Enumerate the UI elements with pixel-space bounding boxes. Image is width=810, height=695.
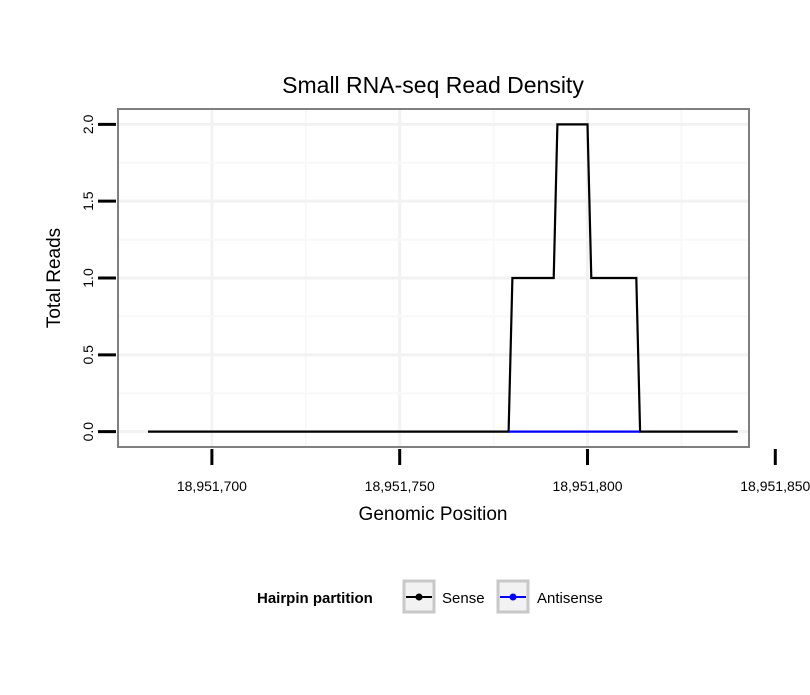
legend-label-antisense: Antisense (537, 590, 603, 607)
plot-panel-border (117, 108, 750, 448)
x-tick-label: 18,951,750 (365, 478, 435, 494)
y-tick-label: 0.5 (80, 345, 96, 365)
x-tick-label: 18,951,850 (740, 478, 810, 494)
legend-title: Hairpin partition (257, 590, 373, 607)
series-line-sense (148, 123, 738, 433)
legend-item-sense[interactable]: Sense (402, 579, 485, 614)
grid-lines (117, 109, 749, 447)
series-layer (148, 123, 738, 433)
x-tick-label: 18,951,700 (177, 478, 247, 494)
y-tick-label: 1.5 (80, 191, 96, 211)
chart-title: Small RNA-seq Read Density (282, 72, 584, 98)
x-tick-label: 18,951,800 (552, 478, 622, 494)
legend-point-antisense (509, 593, 517, 601)
x-axis-title: Genomic Position (359, 504, 508, 525)
y-tick-label: 0.0 (80, 422, 96, 442)
y-axis: 0.0 0.5 1.0 1.5 2.0 (80, 114, 116, 441)
legend-item-antisense[interactable]: Antisense (496, 579, 603, 614)
legend-label-sense: Sense (442, 590, 485, 607)
y-axis-title: Total Reads (44, 228, 65, 328)
y-tick-label: 2.0 (80, 114, 96, 134)
legend: Hairpin partition Sense Antisense (257, 579, 603, 614)
x-axis: 18,951,700 18,951,750 18,951,800 18,951,850 (177, 449, 810, 494)
legend-point-sense (415, 593, 423, 601)
y-tick-label: 1.0 (80, 268, 96, 288)
